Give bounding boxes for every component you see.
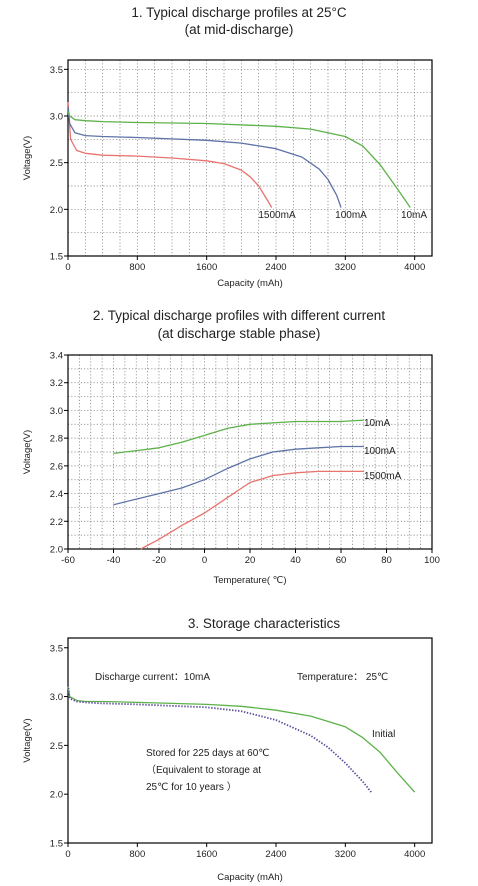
chart2-x-tick-label: 60 bbox=[336, 555, 347, 566]
chart3-x-tick-label: 800 bbox=[129, 849, 145, 860]
chart2-series-line-3 bbox=[140, 470, 364, 550]
chart1-x-axis-title: Capacity (mAh) bbox=[217, 278, 282, 289]
chart2-y-tick-label: 3.0 bbox=[50, 406, 63, 417]
chart3-series-line-2 bbox=[67, 684, 373, 793]
chart3-title: 3. Storage characteristics bbox=[187, 616, 341, 631]
chart3-x-tick-label: 1600 bbox=[196, 849, 217, 860]
chart3-annotation: 25℃ for 10 years ） bbox=[146, 781, 237, 793]
chart1-x-tick-label: 1600 bbox=[196, 262, 217, 273]
chart1-x-tick-label: 3200 bbox=[335, 262, 356, 273]
chart1-series-label: 10mA bbox=[401, 210, 427, 221]
chart1-subtitle: (at mid-discharge) bbox=[184, 22, 294, 37]
chart3-x-tick-label: 0 bbox=[65, 849, 70, 860]
chart3-x-axis-title: Capacity (mAh) bbox=[217, 872, 282, 883]
chart2-x-tick-label: 0 bbox=[202, 555, 207, 566]
chart2-x-tick-label: 80 bbox=[381, 555, 392, 566]
chart3-x-tick-label: 4000 bbox=[404, 849, 425, 860]
chart1-y-tick-label: 2.5 bbox=[50, 158, 63, 169]
chart2-x-tick-label: -20 bbox=[152, 555, 166, 566]
chart1-series-label: 100mA bbox=[335, 210, 367, 221]
chart1-y-tick-label: 2.0 bbox=[50, 205, 63, 216]
chart2-x-tick-label: -40 bbox=[107, 555, 121, 566]
chart1-y-tick-label: 1.5 bbox=[50, 252, 63, 263]
chart2-x-axis-title: Temperature( ℃) bbox=[214, 575, 287, 586]
chart3-annotation: Discharge current：10mA bbox=[95, 672, 210, 683]
chart3-y-tick-label: 2.5 bbox=[50, 741, 63, 752]
chart2-y-tick-label: 3.2 bbox=[50, 378, 63, 389]
chart2-series-line-2 bbox=[113, 445, 364, 506]
chart1-series-line-2 bbox=[67, 106, 342, 208]
chart3-x-tick-label: 3200 bbox=[335, 849, 356, 860]
chart1-series-line-3 bbox=[67, 111, 411, 208]
chart1-series-line-1 bbox=[67, 101, 273, 208]
chart2-title: 2. Typical discharge profiles with diffe… bbox=[92, 308, 386, 323]
chart2-x-tick-label: 40 bbox=[290, 555, 301, 566]
chart3-y-tick-label: 1.5 bbox=[50, 839, 63, 850]
chart3-y-tick-label: 3.0 bbox=[50, 692, 63, 703]
chart3-y-axis-title: Voltage(V) bbox=[22, 718, 33, 762]
chart2-series-line-1 bbox=[113, 419, 364, 455]
chart1-y-tick-label: 3.0 bbox=[50, 112, 63, 123]
chart3-annotation: Temperature： 25℃ bbox=[297, 672, 388, 683]
chart2-x-tick-label: 100 bbox=[424, 555, 440, 566]
chart2-subtitle: (at discharge stable phase) bbox=[157, 326, 321, 341]
chart1-plot-frame bbox=[67, 59, 433, 257]
chart3-annotation: Stored for 225 days at 60℃ bbox=[146, 748, 270, 759]
chart1-y-axis-title: Voltage(V) bbox=[22, 136, 33, 180]
chart2-x-tick-label: 20 bbox=[245, 555, 256, 566]
chart2-series-label: 10mA bbox=[364, 418, 390, 429]
chart2-y-tick-label: 2.6 bbox=[50, 461, 63, 472]
chart1-x-tick-label: 0 bbox=[65, 262, 70, 273]
chart2-y-tick-label: 2.0 bbox=[50, 545, 63, 556]
chart3-series-label: Initial bbox=[372, 729, 395, 740]
chart2-y-tick-label: 2.2 bbox=[50, 517, 63, 528]
chart3-series-line-1 bbox=[67, 686, 416, 793]
chart3-plot-frame bbox=[67, 637, 433, 844]
chart2-y-tick-label: 2.4 bbox=[50, 489, 63, 500]
chart3-x-tick-label: 2400 bbox=[265, 849, 286, 860]
chart2-y-axis-title: Voltage(V) bbox=[22, 430, 33, 474]
chart1-x-tick-label: 2400 bbox=[265, 262, 286, 273]
chart2-series-label: 100mA bbox=[364, 446, 396, 457]
chart3-y-tick-label: 3.5 bbox=[50, 643, 63, 654]
chart1-series-label: 1500mA bbox=[258, 210, 296, 221]
chart2-x-tick-label: -60 bbox=[61, 555, 75, 566]
chart1-x-tick-label: 800 bbox=[129, 262, 145, 273]
chart3-annotation: （Equivalent to storage at bbox=[146, 764, 261, 776]
chart3-y-tick-label: 2.0 bbox=[50, 790, 63, 801]
chart2-y-tick-label: 3.4 bbox=[50, 351, 63, 362]
chart1-title: 1. Typical discharge profiles at 25°C bbox=[131, 5, 347, 20]
chart2-series-label: 1500mA bbox=[364, 471, 402, 482]
chart1-y-tick-label: 3.5 bbox=[50, 65, 63, 76]
chart2-y-tick-label: 2.8 bbox=[50, 434, 63, 445]
chart1-x-tick-label: 4000 bbox=[404, 262, 425, 273]
